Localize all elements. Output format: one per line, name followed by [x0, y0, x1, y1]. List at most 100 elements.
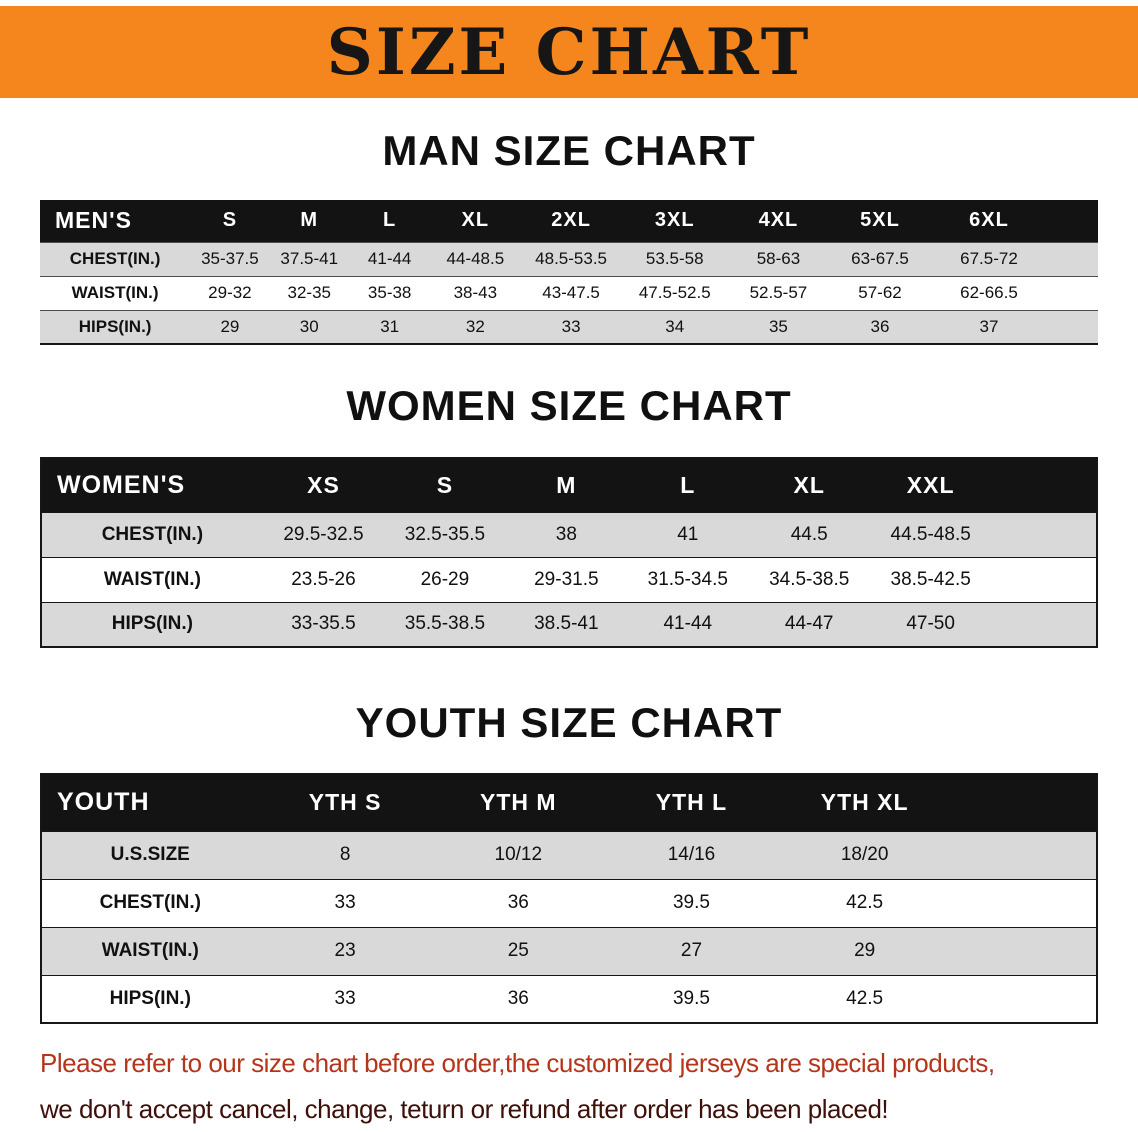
filler-cell — [1047, 200, 1098, 242]
size-value-cell: 44-47 — [784, 613, 834, 635]
header-row: YOUTH YTH S YTH M YTH L YTH XL — [41, 774, 1097, 831]
filler-cell — [951, 831, 1097, 879]
size-column-header: 4XL — [727, 200, 830, 242]
size-value-cell: 38 — [555, 523, 577, 545]
size-value-cell: 41-44 — [367, 249, 412, 268]
filler-cell — [951, 879, 1097, 927]
size-column-header: YTH M — [431, 774, 605, 831]
size-column-header: L — [627, 458, 749, 512]
size-value-cell: 37 — [979, 316, 999, 336]
row-label: WAIST(IN.) — [103, 568, 201, 590]
footer-note: Please refer to our size chart before or… — [40, 1040, 1098, 1132]
row-label: HIPS(IN.) — [109, 987, 191, 1009]
size-value-cell: 47-50 — [906, 613, 955, 635]
size-value-cell: 25 — [507, 940, 529, 961]
filler-cell — [1047, 242, 1098, 276]
size-column-header: YTH L — [604, 774, 779, 831]
table-row: CHEST(IN.) 33 36 39.5 42.5 — [41, 879, 1097, 927]
size-value-cell: 38.5-42.5 — [890, 568, 971, 590]
size-value-cell: 41 — [677, 523, 699, 545]
size-value-cell: 14/16 — [667, 844, 716, 865]
size-value-cell: 62-66.5 — [960, 283, 1018, 302]
size-value-cell: 32.5-35.5 — [404, 523, 486, 545]
size-value-cell: 33-35.5 — [291, 613, 356, 635]
row-label: CHEST(IN.) — [101, 523, 204, 545]
table-corner-label: WOMEN'S — [41, 458, 263, 512]
size-column-header: XL — [748, 458, 870, 512]
table-row: CHEST(IN.) 29.5-32.5 32.5-35.5 38 41 44.5 44.5… — [41, 512, 1097, 557]
women-section-heading: WOMEN SIZE CHART — [346, 382, 792, 429]
women-size-table: WOMEN'S XS S M L XL XXL CHEST(IN.) 29.5-32.5 32.5… — [40, 457, 1098, 648]
men-size-table: MEN'S S M L XL 2XL 3XL 4XL 5XL 6XL CHEST(IN.) 35-37… — [40, 200, 1098, 345]
size-value-cell: 35-38 — [367, 283, 412, 302]
size-column-header: YTH S — [258, 774, 432, 831]
size-value-cell: 63-67.5 — [851, 249, 909, 268]
table-row: WAIST(IN.) 23.5-26 26-29 29-31.5 31.5-34.5 34… — [41, 557, 1097, 602]
size-value-cell: 10/12 — [494, 844, 543, 865]
row-label: U.S.SIZE — [110, 844, 190, 865]
size-value-cell: 38.5-41 — [534, 613, 599, 635]
size-value-cell: 38-43 — [453, 283, 498, 302]
youth-size-section: YOUTH SIZE CHART YOUTH YTH S YTH M YTH L YTH… — [40, 700, 1098, 1024]
filler-cell — [951, 975, 1097, 1023]
size-column-header: S — [384, 458, 506, 512]
size-value-cell: 41-44 — [663, 613, 713, 635]
size-value-cell: 31.5-34.5 — [647, 568, 728, 590]
size-value-cell: 33 — [334, 987, 356, 1009]
size-value-cell: 29 — [854, 940, 876, 961]
table-row: HIPS(IN.) 33-35.5 35.5-38.5 38.5-41 41-44 44-… — [41, 602, 1097, 647]
size-column-header: 3XL — [621, 200, 728, 242]
size-value-cell: 34 — [665, 316, 685, 336]
size-value-cell: 52.5-57 — [749, 283, 808, 302]
size-column-header: XS — [262, 458, 385, 512]
size-value-cell: 58-63 — [756, 249, 801, 268]
size-value-cell: 31 — [380, 316, 400, 336]
size-value-cell: 37.5-41 — [280, 249, 339, 268]
filler-cell — [951, 927, 1097, 975]
size-column-header: 2XL — [520, 200, 622, 242]
size-column-header: XL — [430, 200, 521, 242]
row-label: HIPS(IN.) — [78, 316, 152, 336]
size-value-cell: 23 — [334, 940, 356, 961]
size-value-cell: 27 — [680, 940, 703, 961]
size-value-cell: 32 — [465, 316, 485, 336]
size-value-cell: 29.5-32.5 — [283, 523, 364, 545]
size-value-cell: 29-32 — [208, 283, 252, 302]
size-value-cell: 44-48.5 — [446, 249, 505, 268]
filler-cell — [991, 458, 1097, 512]
size-value-cell: 42.5 — [846, 987, 884, 1009]
table-corner-label: MEN'S — [40, 200, 191, 242]
size-value-cell: 53.5-58 — [645, 249, 704, 268]
table-corner-label: YOUTH — [41, 774, 259, 831]
footer-note-line2: we don't accept cancel, change, teturn o… — [40, 1094, 889, 1124]
table-row: HIPS(IN.) 29 30 31 32 33 34 35 36 37 — [40, 310, 1098, 344]
size-value-cell: 43-47.5 — [542, 283, 600, 302]
size-column-header: M — [505, 458, 628, 512]
size-value-cell: 42.5 — [846, 892, 884, 913]
women-size-section: WOMEN SIZE CHART WOMEN'S XS S M L XL XXL CHEST(… — [40, 383, 1098, 648]
youth-section-heading: YOUTH SIZE CHART — [355, 699, 783, 746]
youth-size-table: YOUTH YTH S YTH M YTH L YTH XL U.S.SIZE 8 10/12… — [40, 773, 1098, 1024]
size-value-cell: 36 — [507, 987, 529, 1009]
size-value-cell: 35-37.5 — [201, 249, 259, 268]
size-value-cell: 30 — [299, 316, 319, 336]
size-value-cell: 39.5 — [672, 892, 710, 913]
row-label: CHEST(IN.) — [69, 249, 161, 268]
size-value-cell: 39.5 — [672, 987, 710, 1009]
table-row: HIPS(IN.) 33 36 39.5 42.5 — [41, 975, 1097, 1023]
size-chart-page: SIZE CHART MAN SIZE CHART MEN'S S M L XL 2XL 3… — [0, 6, 1138, 1132]
content: MAN SIZE CHART MEN'S S M L XL 2XL 3XL 4XL 5XL 6XL… — [0, 128, 1138, 1132]
size-column-header: M — [269, 200, 349, 242]
row-label: WAIST(IN.) — [71, 283, 159, 302]
table-row: WAIST(IN.) 23 25 27 29 — [41, 927, 1097, 975]
banner: SIZE CHART — [0, 6, 1138, 98]
row-label: HIPS(IN.) — [111, 613, 194, 635]
size-value-cell: 29 — [220, 316, 240, 336]
size-value-cell: 47.5-52.5 — [638, 283, 711, 302]
size-column-header: S — [190, 200, 270, 242]
size-value-cell: 8 — [339, 844, 351, 865]
page-title: SIZE CHART — [326, 14, 812, 90]
size-value-cell: 35 — [768, 316, 788, 336]
size-value-cell: 67.5-72 — [960, 249, 1018, 268]
size-value-cell: 34.5-38.5 — [769, 568, 850, 590]
